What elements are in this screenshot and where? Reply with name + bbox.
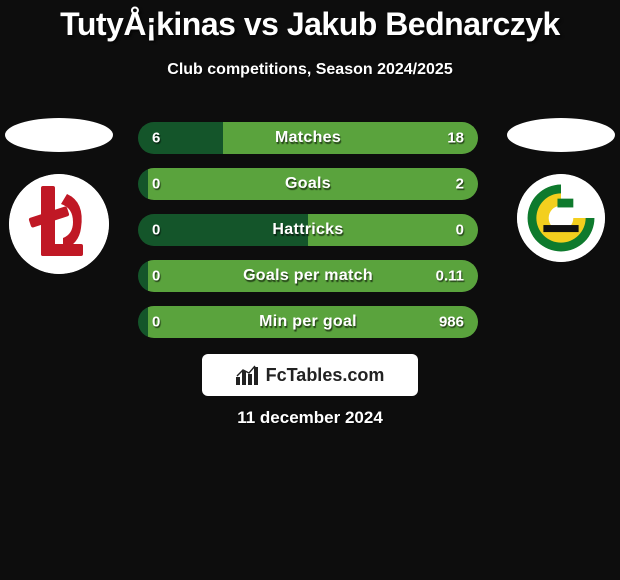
stat-value-right: 986 <box>439 314 464 331</box>
side-right <box>506 118 616 262</box>
brand-badge[interactable]: FcTables.com <box>202 354 418 396</box>
page-title: TutyÅ¡kinas vs Jakub Bednarczyk <box>0 0 620 43</box>
club-logo-right-icon <box>517 174 605 262</box>
stat-row: 6 Matches 18 <box>138 122 478 154</box>
stat-label: Goals <box>285 175 331 193</box>
stat-row: 0 Min per goal 986 <box>138 306 478 338</box>
stat-label: Matches <box>275 129 341 147</box>
ellipse-left <box>5 118 113 152</box>
stat-label: Min per goal <box>259 313 357 331</box>
stat-value-left: 6 <box>152 130 160 147</box>
page-root: TutyÅ¡kinas vs Jakub Bednarczyk Club com… <box>0 0 620 580</box>
side-left <box>4 118 114 274</box>
date-line: 11 december 2024 <box>237 408 383 428</box>
stat-value-right: 18 <box>447 130 464 147</box>
club-logo-left-icon <box>9 174 109 274</box>
page-subtitle: Club competitions, Season 2024/2025 <box>0 61 620 79</box>
stat-label: Hattricks <box>272 221 343 239</box>
bar-chart-icon <box>236 365 260 385</box>
stats-list: 6 Matches 18 0 Goals 2 0 Hattricks 0 0 Goals per m… <box>138 122 478 338</box>
stat-value-left: 0 <box>152 314 160 331</box>
stat-value-left: 0 <box>152 222 160 239</box>
stat-value-right: 0 <box>456 222 464 239</box>
club-logo-left <box>9 174 109 274</box>
stat-row: 0 Goals per match 0.11 <box>138 260 478 292</box>
stat-value-right: 0.11 <box>436 268 464 285</box>
stat-row: 0 Hattricks 0 <box>138 214 478 246</box>
stat-row: 0 Goals 2 <box>138 168 478 200</box>
club-logo-right <box>517 174 605 262</box>
ellipse-right <box>507 118 615 152</box>
stat-value-left: 0 <box>152 268 160 285</box>
stat-value-right: 2 <box>456 176 464 193</box>
stat-value-left: 0 <box>152 176 160 193</box>
stat-label: Goals per match <box>243 267 373 285</box>
brand-label: FcTables.com <box>266 365 385 386</box>
